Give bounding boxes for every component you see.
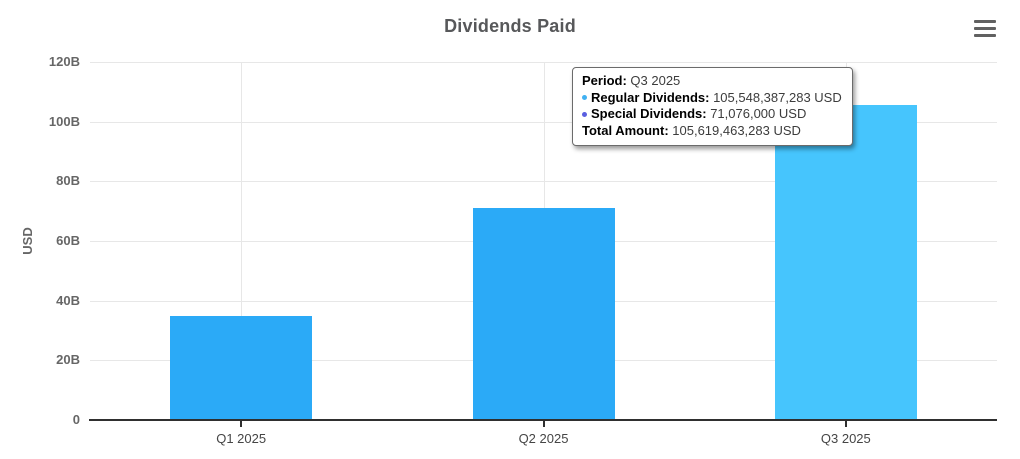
tooltip-row: Period: Q3 2025 [582, 73, 842, 90]
y-tick-label: 60B [56, 233, 80, 248]
x-axis-tick [844, 421, 847, 427]
chart-tooltip: Period: Q3 2025 Regular Dividends: 105,54… [572, 67, 853, 146]
vertical-gridline [241, 62, 243, 420]
tooltip-value: Q3 2025 [626, 73, 681, 88]
x-tick-label: Q3 2025 [820, 431, 871, 446]
x-axis-line [89, 419, 997, 421]
tooltip-label: Regular Dividends: [591, 89, 710, 105]
series-bullet-icon [582, 95, 587, 101]
bar-q1-2025[interactable] [170, 315, 313, 420]
hamburger-menu-icon [974, 20, 996, 24]
y-tick-label: 0 [72, 412, 80, 427]
y-tick-label: 80B [56, 173, 80, 189]
x-axis-tick [240, 421, 243, 427]
tooltip-row: Regular Dividends: 105,548,387,283 USD [582, 90, 842, 107]
series-bullet-icon [582, 111, 587, 117]
tooltip-value: 71,076,000 USD [706, 106, 807, 121]
y-tick-label: 20B [56, 352, 80, 368]
hamburger-menu-button[interactable] [974, 20, 996, 37]
tooltip-label: Total Amount: [582, 122, 669, 138]
y-tick-label: 120B [48, 54, 80, 69]
tooltip-label: Special Dividends: [591, 106, 707, 121]
x-axis-tick [542, 421, 545, 427]
tooltip-row: Special Dividends: 71,076,000 USD [582, 106, 842, 123]
y-tick-label: 40B [56, 292, 80, 308]
x-tick-label: Q2 2025 [518, 431, 569, 446]
x-tick-label: Q1 2025 [216, 431, 267, 446]
hamburger-menu-icon [974, 26, 996, 31]
y-tick-label: 100B [48, 113, 80, 129]
bar-q3-2025[interactable] [774, 104, 917, 420]
chart-title: Dividends Paid [444, 16, 576, 36]
bar-q2-2025[interactable] [472, 208, 615, 420]
tooltip-value: 105,619,463,283 USD [668, 122, 801, 138]
tooltip-label: Period: [582, 73, 627, 88]
tooltip-row: Total Amount: 105,619,463,283 USD [582, 123, 842, 140]
hamburger-menu-icon [974, 33, 996, 37]
tooltip-value: 105,548,387,283 USD [709, 89, 842, 105]
